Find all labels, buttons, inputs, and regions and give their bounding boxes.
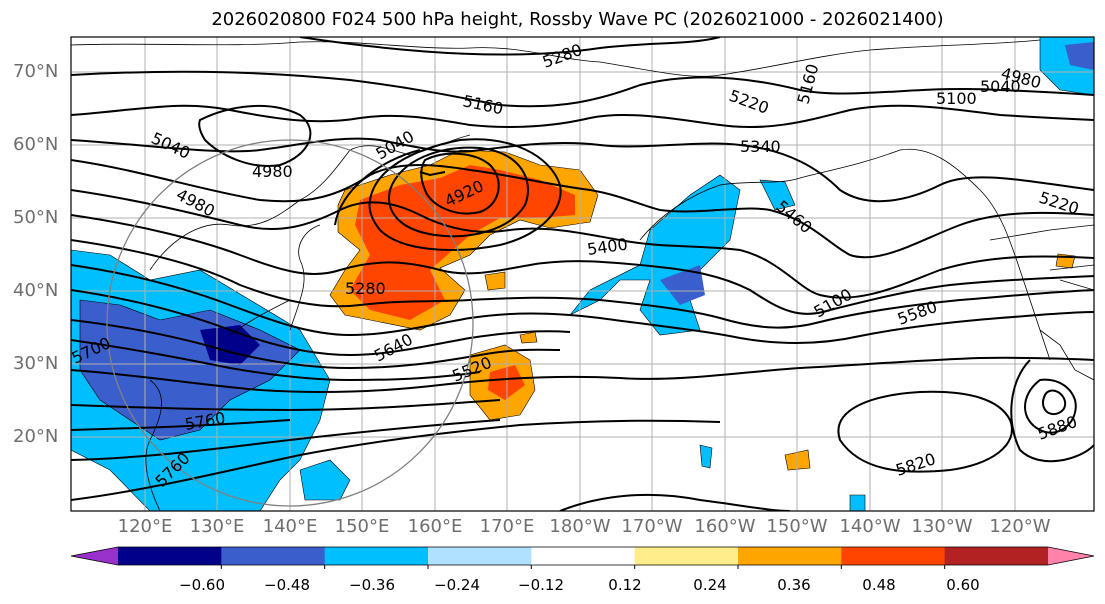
lat-label: 60°N (13, 134, 59, 155)
contour-label: 5040 (980, 77, 1021, 96)
lon-label: 130°W (911, 516, 973, 537)
graticule (71, 37, 1094, 511)
colorbar-segment (428, 547, 532, 565)
colorbar-tick: −0.36 (349, 576, 395, 594)
lat-label: 50°N (13, 207, 59, 228)
lon-label: 180°W (549, 516, 611, 537)
colorbar-segment (324, 547, 429, 565)
colorbar-tick: 0.36 (777, 576, 811, 594)
colorbar-segment (738, 547, 842, 565)
map-title: 2026020800 F024 500 hPa height, Rossby W… (211, 9, 944, 30)
lat-label: 70°N (13, 61, 59, 82)
contour-label: 5100 (936, 89, 977, 108)
region-circle (106, 139, 474, 507)
contour-labels: 5280 5160 5220 5160 4980 5040 5100 5040 … (71, 40, 1081, 491)
colorbar (70, 546, 1095, 569)
lon-label: 170°W (621, 516, 683, 537)
colorbar-tick: 0.60 (946, 576, 980, 594)
colorbar-tick: −0.24 (434, 576, 480, 594)
contour-label: 5280 (345, 279, 386, 298)
colorbar-tick: −0.12 (518, 576, 564, 594)
colorbar-extend-max (1048, 547, 1094, 565)
lat-label: 40°N (13, 280, 59, 301)
lon-label: 160°W (694, 516, 756, 537)
contour-label: 4980 (252, 162, 293, 181)
colorbar-tick: −0.60 (179, 576, 225, 594)
lon-label: 150°W (766, 516, 828, 537)
lon-label: 140°W (839, 516, 901, 537)
colorbar-segment (634, 547, 739, 565)
lat-label: 20°N (13, 426, 59, 447)
colorbar-tick: −0.48 (264, 576, 310, 594)
lon-label: 140°E (262, 516, 318, 537)
lon-label: 120°E (117, 516, 173, 537)
lon-label: 130°E (189, 516, 245, 537)
contour-label: 5340 (740, 137, 781, 156)
colorbar-segment (944, 547, 1049, 565)
colorbar-tick: 0.48 (862, 576, 896, 594)
height-contours (71, 37, 1094, 511)
colorbar-segment (531, 547, 636, 565)
lon-label: 170°E (479, 516, 535, 537)
colorbar-extend-min (71, 547, 118, 565)
colorbar-segment (221, 547, 326, 565)
lon-label: 120°W (989, 516, 1051, 537)
lon-label: 150°E (334, 516, 390, 537)
colorbar-segment (118, 547, 222, 565)
colorbar-outline (70, 546, 1095, 566)
lat-label: 30°N (13, 353, 59, 374)
plot-frame (70, 36, 1095, 512)
colorbar-tick: 0.12 (608, 576, 642, 594)
lon-label: 160°E (407, 516, 463, 537)
colorbar-segment (841, 547, 946, 565)
colorbar-tick: 0.24 (693, 576, 727, 594)
